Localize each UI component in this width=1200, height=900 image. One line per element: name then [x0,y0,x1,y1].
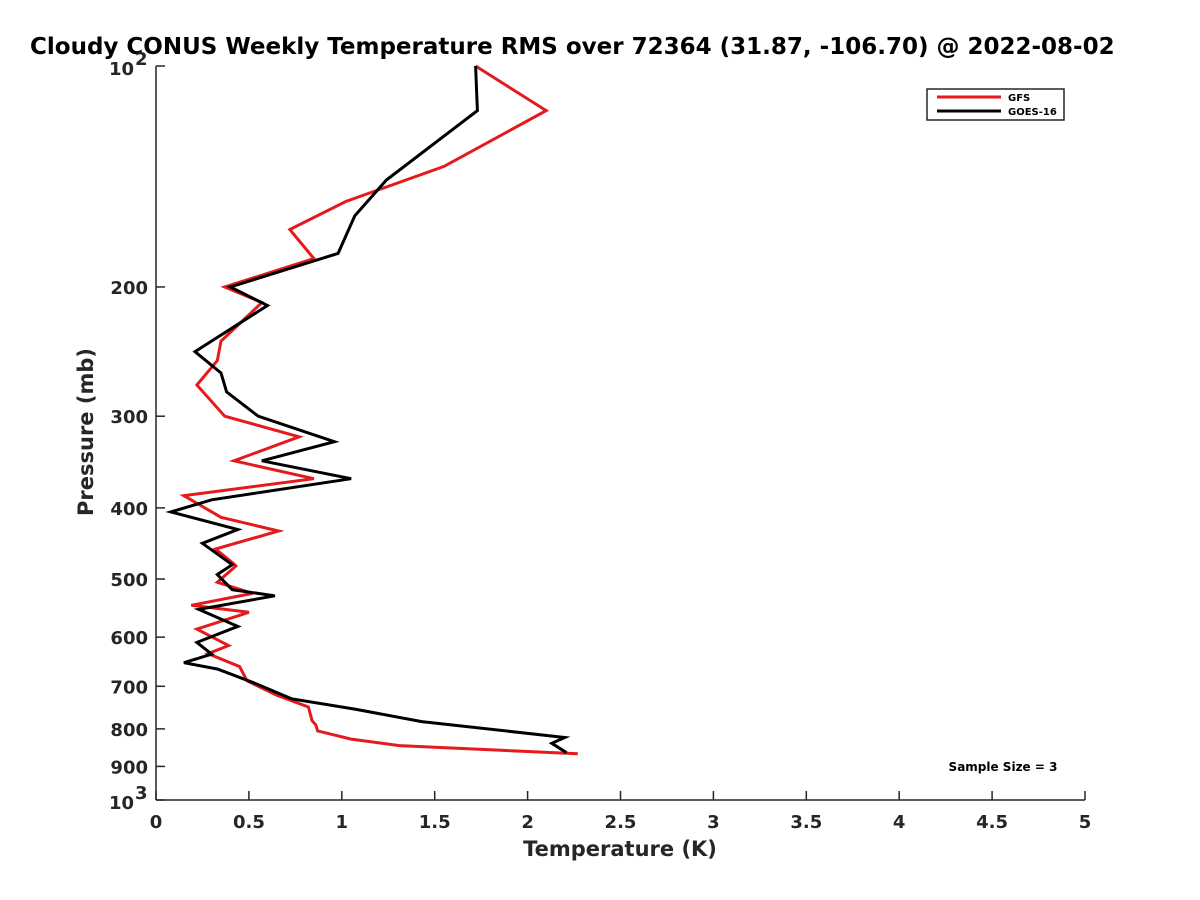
legend: GFS GOES-16 [926,88,1065,121]
y-tick-label: 700 [110,677,148,698]
series-line-goes-16 [165,65,571,754]
y-tick-label: 500 [110,570,148,591]
x-tick-label: 5 [1079,812,1092,833]
x-tick-label: 0 [150,812,163,833]
legend-label: GFS [1008,93,1030,104]
y-tick-label: 900 [110,757,148,778]
x-tick-label: 0.5 [233,812,265,833]
y-tick-label: 600 [110,628,148,649]
series-line-gfs [179,64,578,756]
legend-label: GOES-16 [1008,107,1057,118]
legend-box [926,88,1065,121]
axes: 0 0.5 1 1.5 2 2.5 3 3.5 4 4.5 510 22003004005006007… [109,49,1091,833]
y-axis-label: Pressure (mb) [74,348,98,516]
series-lines [165,64,578,756]
y-tick-label: 300 [110,407,148,428]
y-tick-exponent: 3 [135,783,148,804]
x-tick-label: 1 [336,812,349,833]
sample-size-annotation: Sample Size = 3 [949,760,1058,774]
x-tick-label: 4 [893,812,906,833]
y-tick-label: 200 [110,278,148,299]
y-tick-label: 400 [110,499,148,520]
x-tick-label: 3.5 [790,812,822,833]
y-tick-label: 10 [109,793,134,814]
x-axis-label: Temperature (K) [523,837,717,861]
x-tick-label: 4.5 [976,812,1008,833]
x-tick-label: 2.5 [605,812,637,833]
x-tick-label: 1.5 [419,812,451,833]
y-tick-label: 10 [109,59,134,80]
y-tick-exponent: 2 [135,49,148,70]
y-tick-label: 800 [110,720,148,741]
chart-title: Cloudy CONUS Weekly Temperature RMS over… [30,34,1115,60]
x-tick-label: 2 [521,812,534,833]
x-tick-label: 3 [707,812,720,833]
